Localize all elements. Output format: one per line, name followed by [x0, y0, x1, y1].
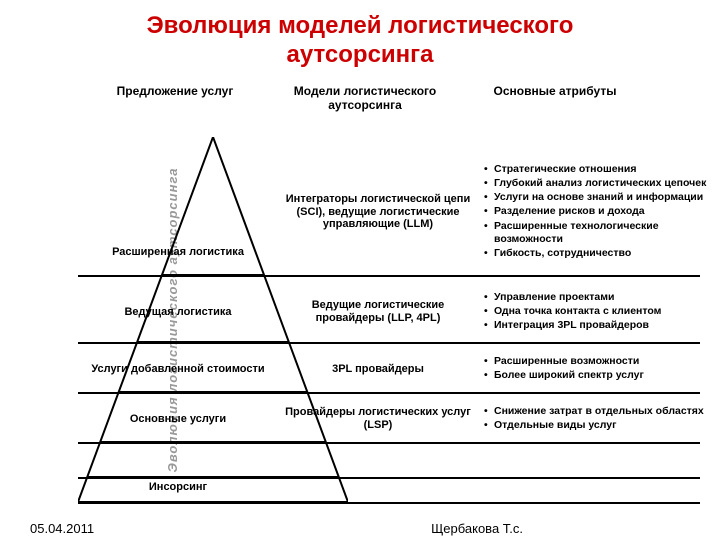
row-col2: Провайдеры логистических услуг (LSP) — [278, 406, 478, 431]
attribute-item: Управление проектами — [484, 291, 708, 304]
header-col1: Предложение услуг — [80, 84, 270, 112]
row-col2: Ведущие логистические провайдеры (LLP, 4… — [278, 299, 478, 324]
column-headers: Предложение услуг Модели логистического … — [80, 84, 700, 112]
header-col3: Основные атрибуты — [460, 84, 650, 112]
attribute-item: Расширенные возможности — [484, 355, 708, 368]
slide-title: Эволюция моделей логистического аутсорси… — [0, 12, 720, 70]
level-divider — [78, 442, 700, 444]
row-col3: Управление проектамиОдна точка контакта … — [478, 291, 708, 333]
level-row: Расширенная логистика Интеграторы логисти… — [78, 152, 710, 272]
diagram-area: Эволюция логистического аутсорсинга Расш… — [30, 137, 710, 502]
attribute-item: Глубокий анализ логистических цепочек — [484, 177, 708, 190]
row-col3: Снижение затрат в отдельных областяхОтде… — [478, 405, 708, 433]
footer: 05.04.2011 Щербакова Т.с. — [30, 521, 690, 536]
row-col1: Услуги добавленной стоимости — [78, 363, 278, 376]
level-row: Услуги добавленной стоимости3PL провайде… — [78, 349, 710, 389]
attribute-item: Гибкость, сотрудничество — [484, 247, 708, 260]
header-col2: Модели логистического аутсорсинга — [270, 84, 460, 112]
attribute-item: Стратегические отношения — [484, 163, 708, 176]
footer-date: 05.04.2011 — [30, 521, 94, 536]
row-col1: Ведущая логистика — [78, 306, 278, 319]
title-line-2: аутсорсинга — [286, 41, 433, 68]
attribute-item: Услуги на основе знаний и информации — [484, 191, 708, 204]
level-row: Инсорсинг — [78, 472, 710, 502]
attribute-item: Отдельные виды услуг — [484, 419, 708, 432]
row-col2: 3PL провайдеры — [278, 363, 478, 376]
row-col3: Расширенные возможностиБолее широкий спе… — [478, 355, 708, 383]
level-divider — [78, 342, 700, 344]
attribute-item: Снижение затрат в отдельных областях — [484, 405, 708, 418]
row-col1: Инсорсинг — [78, 481, 278, 494]
attribute-item: Расширенные технологические возможности — [484, 220, 708, 246]
level-row: Основные услугиПровайдеры логистических … — [78, 399, 710, 439]
row-col1: Основные услуги — [78, 413, 278, 426]
level-divider — [78, 275, 700, 277]
attribute-item: Интеграция 3PL провайдеров — [484, 319, 708, 332]
level-divider — [78, 392, 700, 394]
level-divider — [78, 502, 700, 504]
row-col3: Стратегические отношенияГлубокий анализ … — [478, 163, 708, 261]
attribute-item: Одна точка контакта с клиентом — [484, 305, 708, 318]
title-line-1: Эволюция моделей логистического — [147, 12, 574, 39]
footer-author: Щербакова Т.с. — [431, 521, 523, 536]
row-col2: Интеграторы логистической цепи (SCI), ве… — [278, 193, 478, 231]
row-col1: Расширенная логистика — [78, 246, 278, 259]
level-row: Ведущая логистикаВедущие логистические п… — [78, 287, 710, 337]
attribute-item: Разделение рисков и дохода — [484, 205, 708, 218]
attribute-item: Более широкий спектр услуг — [484, 369, 708, 382]
